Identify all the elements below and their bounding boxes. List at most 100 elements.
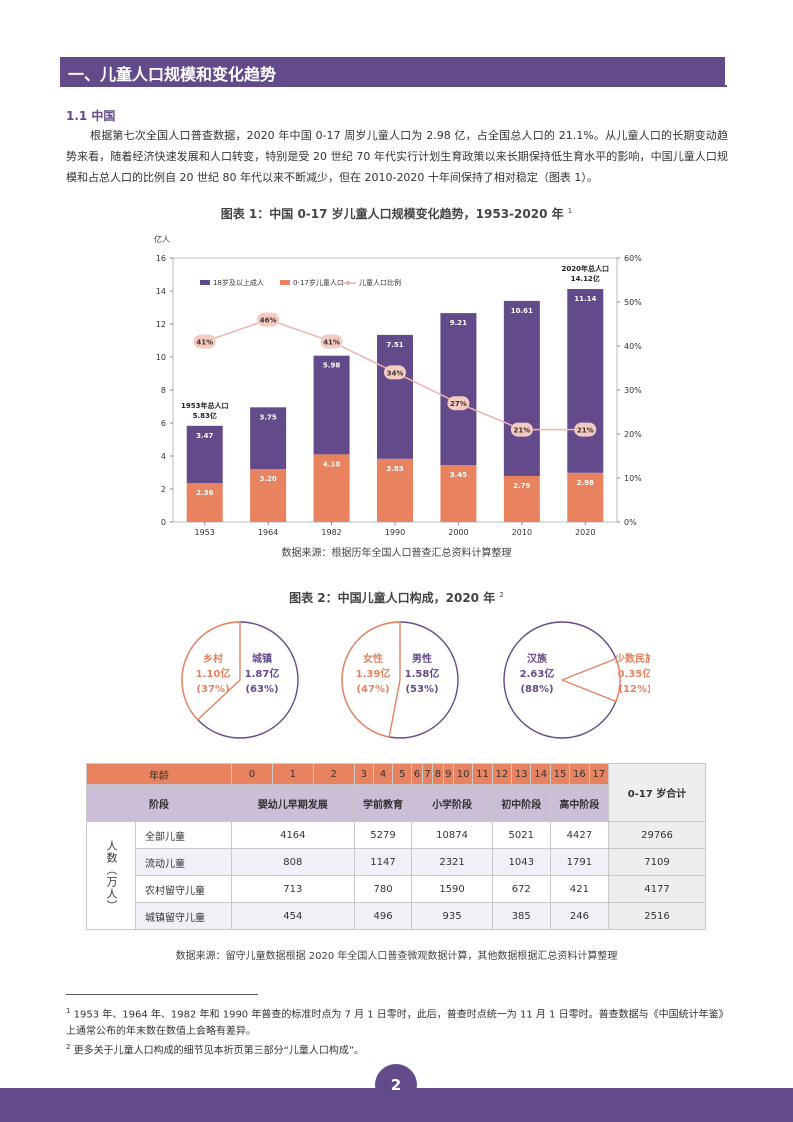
bar-children-2020 [567,472,604,522]
age-row: 年龄 0 1 2 3 4 5 6 7 8 9 10 11 12 13 14 15… [86,763,706,822]
age-cell: 11 [472,763,493,785]
figure1-caption: 图表 1：中国 0-17 岁儿童人口规模变化趋势，1953-2020 年 1 [0,205,793,222]
row-label: 全部儿童 [135,821,232,849]
table-cell-total: 2516 [608,902,706,930]
pie-large-name: 汉族 [527,652,548,665]
pie-large-name: 男性 [412,652,432,665]
row-label: 流动儿童 [135,848,232,876]
bar-label-adults: 3.75 [260,413,277,421]
bar-children-1990 [377,458,413,522]
ratio-marker [574,422,597,437]
y2-tick-label: 10% [624,474,642,483]
side-label: 人数（万人） [86,821,136,930]
bar-children-1953 [186,483,223,522]
bar-label-children: 2.79 [513,482,530,490]
page-number: 2 [375,1064,417,1106]
x-tick-label: 2010 [512,528,532,537]
bar-adults-2000 [440,313,477,466]
age-cell: 4 [372,763,394,785]
age-cell: 12 [491,763,513,785]
ratio-label: 34% [387,369,404,377]
table-cell: 935 [411,902,493,930]
y2-tick-label: 60% [624,254,642,263]
table-cell: 2321 [411,848,493,876]
table-row: 城镇留守儿童 454 496 935 385 246 2516 [87,902,706,930]
age-stage-table: 年龄 0 1 2 3 4 5 6 7 8 9 10 11 12 13 14 15… [86,763,706,930]
footnote-rule [66,994,258,995]
age-cell: 6 [411,763,423,785]
figure2-caption-text: 图表 2：中国儿童人口构成，2020 年 [289,591,496,605]
table-cell: 780 [353,875,413,903]
y-tick-label: 4 [161,452,166,461]
table-cell: 1043 [491,848,551,876]
x-tick-label: 1990 [385,528,405,537]
stage-cell: 学前教育 [353,784,413,822]
pie-small-pct: (12%) [618,684,650,695]
y2-tick-label: 30% [624,386,642,395]
ratio-label: 21% [513,427,530,435]
ratio-marker [447,396,470,411]
age-cell: 0 [231,763,273,785]
table-cell: 5021 [491,821,551,849]
bar-label-children: 3.20 [260,475,277,483]
bar-adults-1953 [186,425,223,484]
pie-2: 女性 1.39亿 (47%) 男性 1.58亿 (53%) [341,621,459,739]
bar-children-2000 [440,465,477,522]
pie-small-name: 少数民族 [614,652,650,665]
bar-label-children: 2.98 [577,479,594,487]
pie-small-value: 0.35亿 [618,667,650,680]
bar-label-children: 3.83 [386,465,403,473]
table-cell: 5279 [353,821,413,849]
pie-small-slice [341,621,401,738]
bar-label-adults: 3.47 [196,432,213,440]
stage-cell: 初中阶段 [491,784,551,822]
total-annotation-line2: 14.12亿 [571,274,600,283]
y2-tick-label: 40% [624,342,642,351]
table-cell: 713 [231,875,355,903]
ratio-marker [257,312,280,327]
bar-label-children: 2.36 [196,489,213,497]
pie-small-value: 1.10亿 [196,667,231,680]
y-tick-label: 2 [161,485,166,494]
table-cell: 1147 [353,848,413,876]
footnote-1: 1 1953 年、1964 年、1982 年和 1990 年普查的标准时点为 7… [66,1003,726,1040]
bar-children-1964 [250,469,287,522]
stage-header: 阶段 [86,784,232,822]
legend-swatch [280,280,290,285]
table-cell: 4427 [549,821,610,849]
bar-children-2010 [503,475,540,522]
section-title: 一、儿童人口规模和变化趋势 [68,65,277,84]
y-tick-label: 8 [161,386,166,395]
subsection-title: 1.1 中国 [66,109,116,123]
table-source: 数据来源：留守儿童数据根据 2020 年全国人口普查微观数据计算，其他数据根据汇… [175,951,618,962]
stage-cell: 高中阶段 [549,784,610,822]
bar-label-adults: 10.61 [511,307,533,315]
footnote-2: 2 更多关于儿童人口构成的细节见本折页第三部分“儿童人口构成”。 [66,1039,726,1059]
bar-label-adults: 7.51 [386,341,403,349]
figure1-source: 数据来源：根据历年全国人口普查汇总资料计算整理 [281,548,512,559]
x-tick-label: 2020 [575,528,595,537]
bar-adults-1990 [377,334,413,459]
age-cell: 16 [569,763,590,785]
age-cell: 5 [392,763,413,785]
ratio-label: 27% [450,400,467,408]
pie-large-value: 1.58亿 [405,667,440,680]
intro-paragraph: 根据第七次全国人口普查数据，2020 年中国 0-17 周岁儿童人口为 2.98… [66,129,728,184]
pie-large-pct: (63%) [245,684,278,695]
bar-label-children: 4.10 [323,460,340,468]
x-tick-label: 1953 [195,528,215,537]
table-cell: 672 [491,875,551,903]
total-annotation-line2: 5.83亿 [193,411,217,420]
age-cell: 14 [530,763,551,785]
age-cell: 13 [511,763,532,785]
table-cell-total: 7109 [608,848,706,876]
pie-small-slice [181,621,241,721]
age-cell: 2 [312,763,355,785]
figure2-note-ref: 2 [499,591,504,599]
pie-small-name: 乡村 [203,652,223,665]
ratio-marker [384,365,406,380]
ratio-marker [320,334,343,349]
bar-adults-2010 [503,300,540,476]
composition-pies: 乡村 1.10亿 (37%) 城镇 1.87亿 (63%) 女性 1.39亿 (47%) 男性 1.… [181,621,650,739]
x-tick-label: 1964 [258,528,278,537]
